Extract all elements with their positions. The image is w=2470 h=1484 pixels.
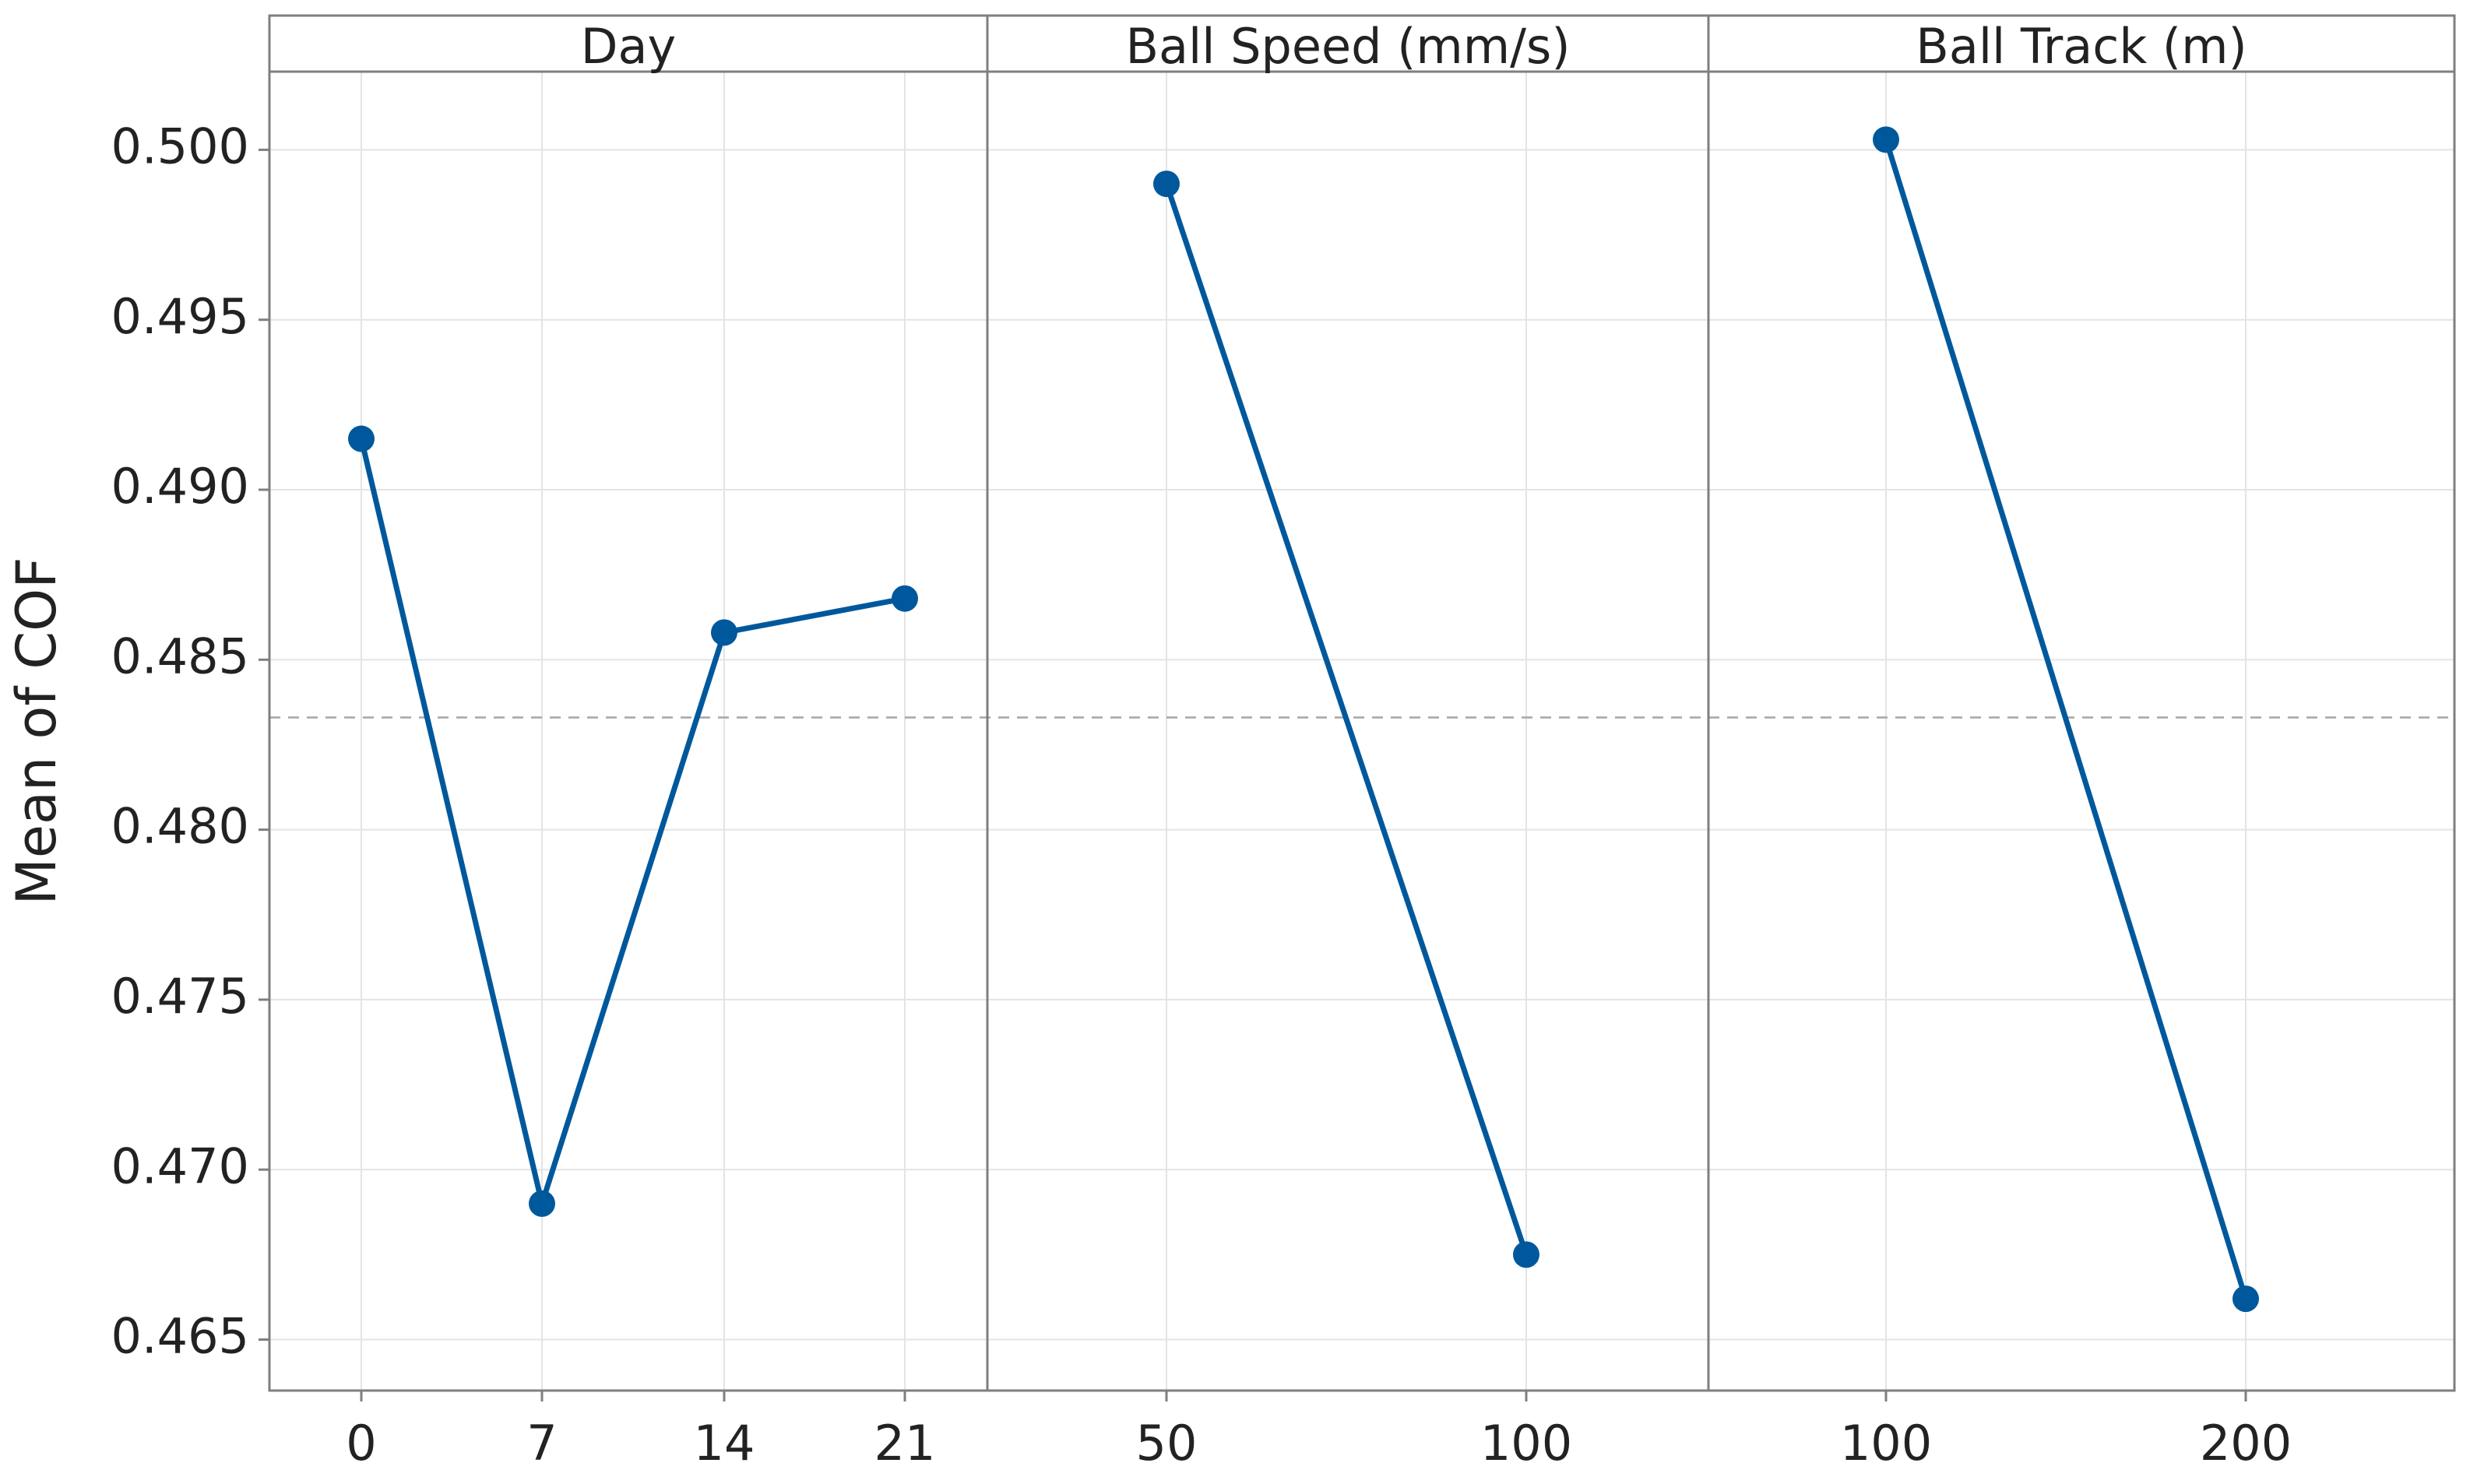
x-axis: 0 7 14 21 50 100 100 200 (346, 1391, 2292, 1472)
data-point (711, 619, 737, 646)
y-tick-label: 0.500 (111, 118, 250, 175)
series-line (1163, 181, 1529, 1257)
y-axis: 0.465 0.470 0.475 0.480 0.485 0.490 0.495 0.500 (111, 118, 269, 1365)
x-tick-label: 0 (346, 1415, 376, 1472)
panel-frames (268, 14, 2456, 1392)
panel-title: Day (581, 18, 676, 75)
grid-layer (269, 72, 2454, 1391)
x-tick-label: 200 (2200, 1415, 2292, 1472)
panel-headers: Day Ball Speed (mm/s) Ball Track (m) (581, 18, 2247, 75)
data-point (348, 425, 375, 452)
series-line (1883, 136, 2249, 1302)
x-tick-label: 7 (526, 1415, 557, 1472)
x-tick-label: 100 (1840, 1415, 1932, 1472)
data-point (1153, 171, 1180, 198)
panel-title: Ball Speed (mm/s) (1125, 18, 1570, 75)
data-point (1513, 1241, 1539, 1268)
x-tick-label: 100 (1480, 1415, 1572, 1472)
series-line (358, 436, 908, 1207)
y-tick-label: 0.495 (111, 288, 250, 345)
panel-frame (1707, 14, 2456, 1392)
x-tick-label: 50 (1136, 1415, 1198, 1472)
data-point (529, 1190, 555, 1217)
x-tick-label: 14 (694, 1415, 755, 1472)
y-tick-label: 0.475 (111, 968, 250, 1025)
series-layer (348, 126, 2259, 1313)
panel-title: Ball Track (m) (1916, 18, 2247, 75)
panel-frame (986, 14, 1710, 1392)
y-tick-label: 0.465 (111, 1308, 250, 1365)
data-point (1873, 126, 1899, 153)
data-point (892, 585, 918, 612)
panel-frame (268, 14, 989, 1392)
y-tick-label: 0.490 (111, 458, 250, 515)
data-point (2232, 1285, 2259, 1313)
y-tick-label: 0.485 (111, 628, 250, 684)
y-axis-label: Mean of COF (5, 557, 69, 906)
y-tick-label: 0.480 (111, 798, 250, 855)
x-tick-label: 21 (874, 1415, 936, 1472)
y-tick-label: 0.470 (111, 1138, 250, 1194)
